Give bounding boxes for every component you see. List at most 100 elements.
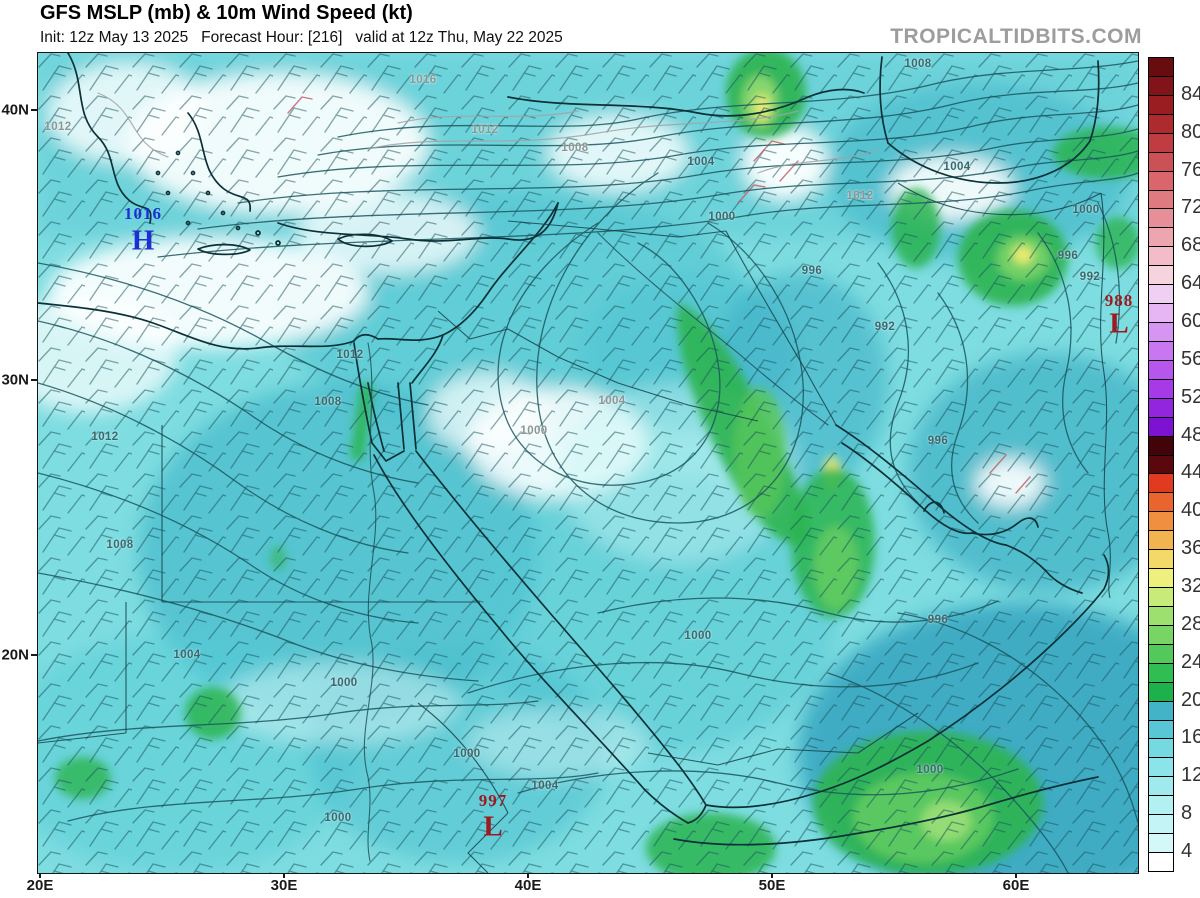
rivers (363, 232, 829, 862)
colorbar-cell (1148, 57, 1174, 77)
map-art (38, 53, 1138, 873)
pressure-center-letter-l: L (483, 810, 503, 843)
pressure-center-letter-h: H (131, 224, 155, 257)
colorbar-cell (1148, 492, 1174, 513)
lat-axis-label: 30N (1, 371, 29, 389)
colorbar-cell (1148, 246, 1174, 267)
colorbar-cell (1148, 605, 1174, 626)
isobar-value-label: 996 (927, 435, 949, 447)
colorbar-tick-label: 4 (1181, 840, 1193, 863)
isobar-value-label: 1008 (561, 142, 589, 154)
lat-axis-tick (31, 654, 37, 656)
colorbar-cell (1148, 587, 1174, 607)
lon-axis-label: 20E (26, 877, 54, 894)
colorbar-tick-label: 24 (1181, 650, 1200, 673)
isobar-value-label: 1008 (106, 539, 134, 551)
colorbar-cell (1148, 719, 1174, 740)
lon-axis-tick (527, 873, 529, 878)
isobar-value-label: 1004 (943, 161, 971, 173)
colorbar-cell (1148, 359, 1174, 380)
colorbar-tick-label: 36 (1181, 537, 1200, 560)
lon-axis-label: 60E (1002, 877, 1030, 894)
lon-axis-tick (283, 873, 285, 878)
colorbar-cell (1148, 265, 1174, 286)
isobar-value-label: 1012 (471, 124, 499, 136)
wind-barb-layer (38, 53, 1138, 873)
isobar-value-label: 1012 (91, 431, 119, 443)
pressure-center-letter-l: L (1109, 307, 1129, 340)
coastlines (38, 53, 1110, 846)
colorbar-tick-label: 76 (1181, 158, 1200, 181)
colorbar-tick-label: 8 (1181, 802, 1193, 825)
isobar-value-label: 1012 (846, 190, 874, 202)
isobar-value-label: 1004 (687, 156, 715, 168)
isobar-value-label: 1012 (44, 121, 72, 133)
colorbar-tick-label: 48 (1181, 423, 1200, 446)
colorbar-tick-label: 56 (1181, 347, 1200, 370)
isobar-value-label: 1004 (531, 780, 559, 792)
colorbar-tick-label: 20 (1181, 688, 1200, 711)
colorbar-cell (1148, 624, 1174, 645)
colorbar-cell (1148, 303, 1174, 323)
isobar-value-label: 1008 (904, 58, 932, 70)
isobar-value-label: 1000 (708, 211, 736, 223)
colorbar-cell (1148, 776, 1174, 797)
lon-axis-tick (771, 873, 773, 878)
isobar-value-label: 996 (927, 614, 949, 626)
colorbar-cell (1148, 416, 1174, 437)
colorbar-tick-label: 32 (1181, 575, 1200, 598)
colorbar-tick-label: 40 (1181, 499, 1200, 522)
colorbar-tick-label: 16 (1181, 726, 1200, 749)
isobar-value-label: 1000 (1072, 204, 1100, 216)
colorbar-cell (1148, 757, 1174, 778)
lon-axis-label: 40E (514, 877, 542, 894)
isobar-value-label: 1000 (916, 764, 944, 776)
pressure-center-value: 997 (478, 791, 508, 810)
isobar-value-label: 992 (874, 321, 896, 333)
lat-axis-tick (31, 379, 37, 381)
lat-axis-label: 20N (1, 646, 29, 664)
country-borders (38, 182, 1111, 873)
isobar-value-label: 1008 (314, 396, 342, 408)
colorbar-cell (1148, 530, 1174, 551)
colorbar-cell (1148, 454, 1174, 475)
colorbar-tick-label: 28 (1181, 612, 1200, 635)
colorbar-cell (1148, 511, 1174, 532)
isobar-contours (38, 60, 1138, 873)
forecast-init-line: Init: 12z May 13 2025 Forecast Hour: [21… (40, 29, 563, 46)
forecast-map (37, 52, 1139, 874)
colorbar-cell (1148, 75, 1174, 96)
isobar-value-label: 1000 (684, 630, 712, 642)
colorbar-cell (1148, 113, 1174, 134)
page-title: GFS MSLP (mb) & 10m Wind Speed (kt) (40, 2, 413, 24)
colorbar-cell (1148, 435, 1174, 456)
isobar-value-label: 1000 (330, 677, 358, 689)
colorbar-tick-label: 12 (1181, 764, 1200, 787)
colorbar-cell (1148, 568, 1174, 589)
isobar-value-label: 1004 (173, 649, 201, 661)
colorbar-cell (1148, 700, 1174, 721)
isobar-value-label: 1000 (520, 425, 548, 437)
lon-axis-label: 50E (758, 877, 786, 894)
colorbar-cell (1148, 833, 1174, 854)
colorbar-cell (1148, 738, 1174, 759)
colorbar-tick-label: 64 (1181, 272, 1200, 295)
pressure-center-value: 1016 (124, 204, 162, 223)
colorbar-cell (1148, 189, 1174, 210)
lat-axis-tick (31, 109, 37, 111)
colorbar-cell (1148, 473, 1174, 494)
colorbar-cell (1148, 643, 1174, 664)
colorbar-cell (1148, 549, 1174, 570)
colorbar-cell (1148, 322, 1174, 342)
isobar-value-label: 1000 (453, 748, 481, 760)
pressure-center-value: 988 (1104, 291, 1134, 310)
lon-axis-label: 30E (270, 877, 298, 894)
tropicaltidbits-watermark: TROPICALTIDBITS.COM (890, 25, 1142, 48)
isobar-value-label: 996 (801, 265, 823, 277)
colorbar-tick-label: 52 (1181, 385, 1200, 408)
colorbar-cell (1148, 170, 1174, 191)
lat-axis-label: 40N (1, 101, 29, 119)
isobar-value-label: 1004 (598, 395, 626, 407)
isobar-value-label: 992 (1079, 271, 1101, 283)
